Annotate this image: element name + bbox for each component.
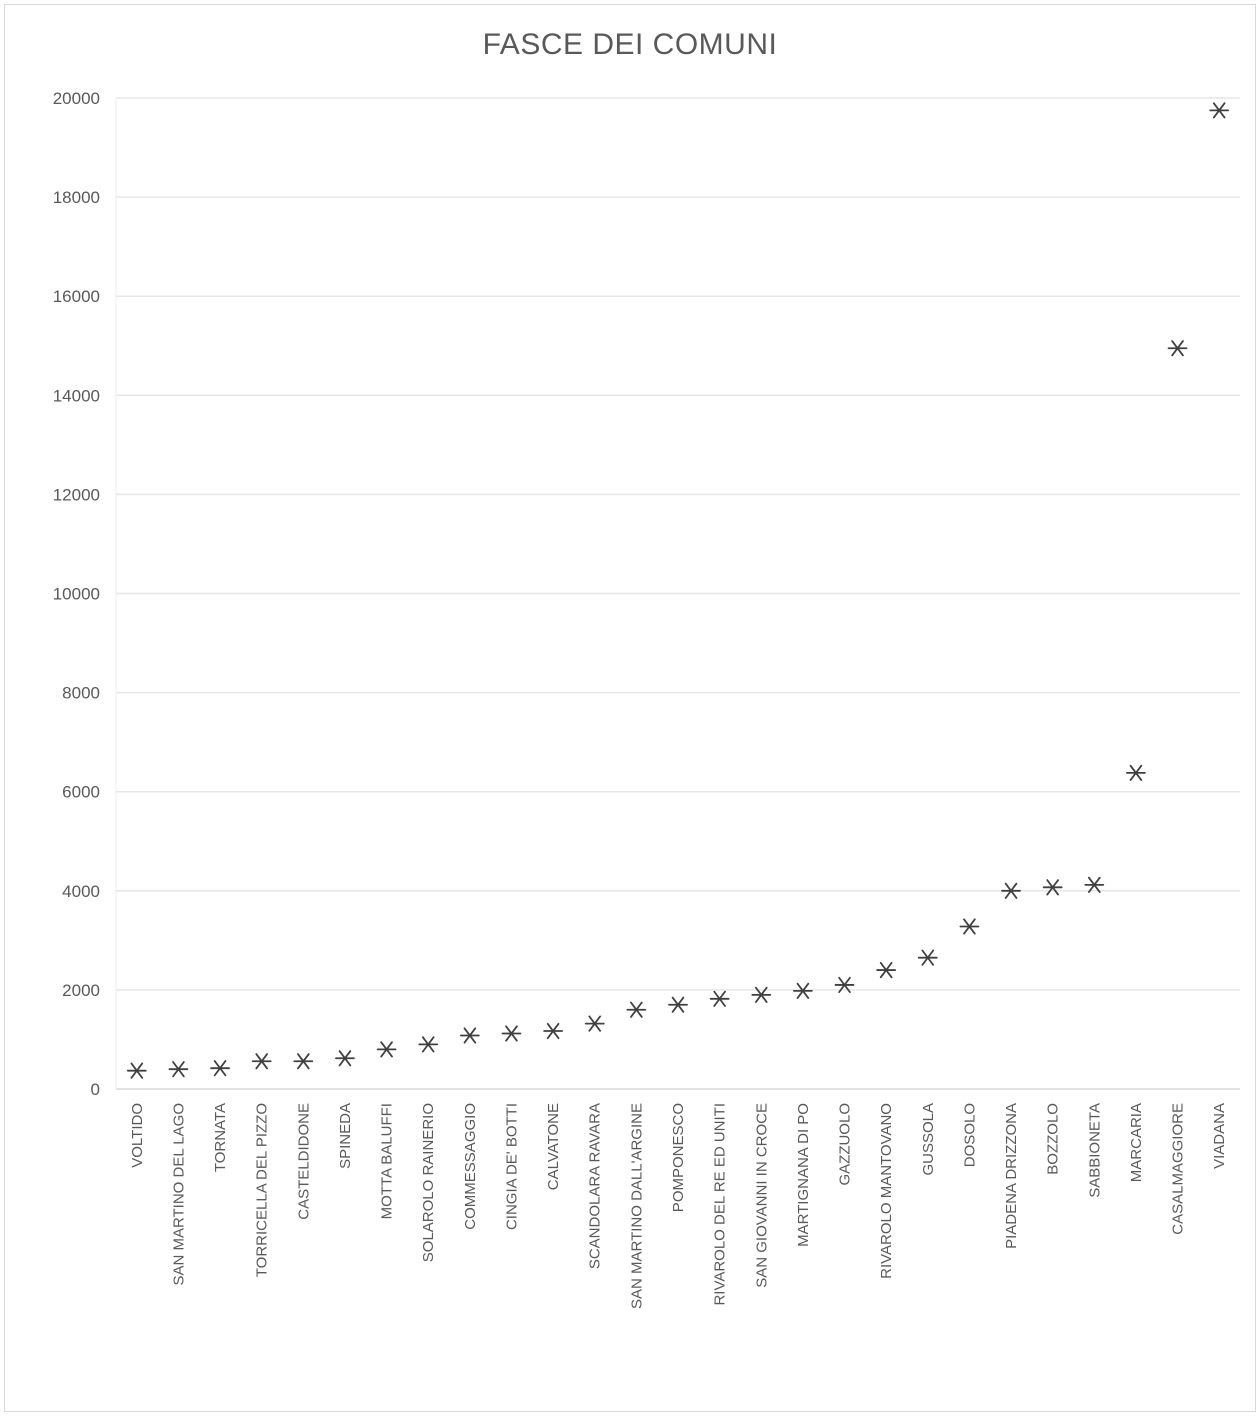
x-tick-label-14: RIVAROLO DEL RE ED UNITI	[712, 1103, 729, 1306]
x-tick-label-23: SABBIONETA	[1086, 1103, 1103, 1198]
y-tick-label-8000: 8000	[62, 684, 100, 703]
chart-title: FASCE DEI COMUNI	[482, 28, 778, 61]
x-tick-label-7: SOLAROLO RAINERIO	[420, 1103, 437, 1262]
x-tick-label-2: TORNATA	[212, 1103, 229, 1172]
x-tick-label-4: CASTELDIDONE	[295, 1103, 312, 1220]
data-point-26	[1209, 102, 1230, 119]
x-tick-label-19: GUSSOLA	[920, 1103, 937, 1176]
x-tick-label-11: SCANDOLARA RAVARA	[587, 1103, 604, 1269]
x-tick-label-26: VIADANA	[1211, 1103, 1228, 1169]
x-tick-label-15: SAN GIOVANNI IN CROCE	[753, 1103, 770, 1288]
data-point-1	[168, 1061, 189, 1078]
data-point-23	[1084, 876, 1105, 893]
data-point-14	[709, 990, 730, 1007]
x-tick-label-20: DOSOLO	[961, 1103, 978, 1167]
data-point-19	[917, 949, 938, 966]
x-tick-label-13: POMPONESCO	[670, 1103, 687, 1212]
data-point-10	[543, 1022, 564, 1040]
x-tick-label-5: SPINEDA	[337, 1103, 354, 1169]
x-tick-label-0: VOLTIDO	[129, 1103, 146, 1168]
data-point-3	[251, 1053, 272, 1070]
data-point-11	[584, 1015, 605, 1032]
data-point-2	[210, 1060, 230, 1077]
data-point-24	[1126, 764, 1146, 781]
x-tick-label-24: MARCARIA	[1128, 1103, 1145, 1182]
data-point-17	[834, 976, 855, 994]
data-point-6	[376, 1041, 397, 1058]
y-tick-label-14000: 14000	[53, 386, 100, 405]
x-tick-label-10: CALVATONE	[545, 1103, 562, 1190]
y-tick-label-2000: 2000	[62, 981, 100, 1000]
y-tick-label-16000: 16000	[53, 287, 100, 306]
x-tick-label-21: PIADENA DRIZZONA	[1003, 1103, 1020, 1249]
data-point-18	[876, 961, 897, 979]
y-tick-label-12000: 12000	[53, 485, 100, 504]
y-tick-label-18000: 18000	[53, 188, 100, 207]
x-tick-label-12: SAN MARTINO DALL'ARGINE	[628, 1103, 645, 1309]
x-tick-label-22: BOZZOLO	[1045, 1103, 1062, 1175]
x-tick-label-6: MOTTA BALUFFI	[379, 1103, 396, 1219]
x-tick-label-16: MARTIGNANA DI PO	[795, 1103, 812, 1247]
x-tick-label-9: CINGIA DE' BOTTI	[503, 1103, 520, 1230]
y-tick-label-4000: 4000	[62, 882, 100, 901]
data-point-12	[626, 1001, 647, 1018]
y-tick-label-6000: 6000	[62, 783, 100, 802]
data-point-15	[751, 986, 772, 1003]
y-tick-label-20000: 20000	[53, 89, 100, 108]
x-tick-label-8: COMMESSAGGIO	[462, 1103, 479, 1230]
data-point-9	[501, 1025, 522, 1042]
data-point-4	[293, 1053, 314, 1070]
data-point-21	[1001, 882, 1021, 899]
data-point-16	[792, 982, 813, 999]
x-tick-label-3: TORRICELLA DEL PIZZO	[254, 1103, 271, 1277]
data-point-0	[126, 1062, 147, 1079]
data-point-20	[959, 918, 980, 935]
x-tick-label-25: CASALMAGGIORE	[1170, 1103, 1187, 1235]
chart-area	[4, 4, 1256, 1412]
x-tick-label-17: GAZZUOLO	[837, 1103, 854, 1186]
data-point-8	[459, 1027, 480, 1044]
y-tick-label-10000: 10000	[53, 585, 100, 604]
data-point-5	[335, 1050, 355, 1067]
y-tick-label-0: 0	[91, 1080, 100, 1099]
data-point-25	[1167, 340, 1188, 357]
data-point-13	[668, 996, 688, 1013]
data-point-7	[418, 1036, 439, 1053]
x-tick-label-18: RIVAROLO MANTOVANO	[878, 1103, 895, 1279]
x-tick-label-1: SAN MARTINO DEL LAGO	[170, 1103, 187, 1286]
data-point-22	[1042, 879, 1063, 896]
